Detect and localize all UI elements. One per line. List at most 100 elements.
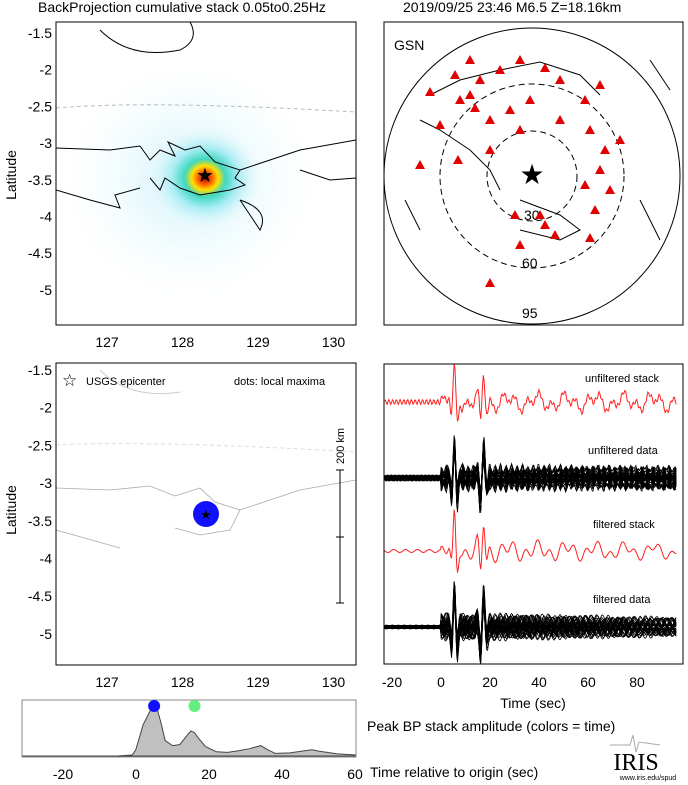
tick-label: -20 — [382, 674, 402, 690]
y-axis-label: Latitude — [3, 485, 19, 535]
amplitude-area — [22, 708, 357, 757]
peak-time-dot — [188, 700, 201, 712]
legend-usgs-epicenter: USGS epicenter — [86, 376, 166, 388]
station-triangle-icon — [495, 65, 505, 74]
title-left: BackProjection cumulative stack 0.05to0.… — [38, 0, 326, 15]
tick-label: 129 — [246, 674, 270, 690]
station-triangle-icon — [450, 70, 460, 79]
station-triangle-icon — [415, 160, 425, 169]
station-triangle-icon — [550, 230, 560, 239]
tick-label: 129 — [246, 334, 270, 350]
tick-label: 40 — [531, 674, 547, 690]
tick-label: 20 — [201, 766, 217, 782]
local-maxima-map: ★ ☆ USGS epicenter dots: local maxima 20… — [3, 362, 357, 690]
tick-label: -4 — [40, 209, 53, 225]
scale-bar-label: 200 km — [335, 428, 347, 464]
amplitude-title: Peak BP stack amplitude (colors = time) — [367, 718, 615, 734]
station-triangle-icon — [485, 115, 495, 124]
tick-label: -3 — [40, 475, 53, 491]
ring-label-60: 60 — [522, 255, 538, 271]
tick-label: -4.5 — [28, 588, 52, 604]
tick-label: 60 — [580, 674, 596, 690]
tick-label: 128 — [171, 674, 195, 690]
peak-time-dot — [148, 700, 161, 712]
station-triangle-icon — [605, 185, 615, 194]
waveform-trace — [384, 440, 677, 501]
tick-label: -1.5 — [28, 25, 52, 41]
network-label: GSN — [394, 37, 424, 53]
svg-text:IRIS: IRIS — [613, 750, 658, 776]
station-triangle-icon — [485, 145, 495, 154]
tick-label: -2 — [40, 400, 53, 416]
label-filtered-data: filtered data — [593, 594, 651, 606]
title-right: 2019/09/25 23:46 M6.5 Z=18.16km — [403, 0, 621, 15]
iris-logo: IRIS www.iris.edu/spud — [610, 734, 676, 782]
station-triangle-icon — [510, 210, 520, 219]
legend-star-icon: ☆ — [62, 371, 77, 390]
station-triangle-icon — [515, 240, 525, 249]
station-triangle-icon — [465, 90, 475, 99]
station-triangle-icon — [595, 80, 605, 89]
tick-label: 80 — [629, 674, 645, 690]
coastline — [56, 139, 356, 196]
station-triangle-icon — [615, 135, 625, 144]
tick-label: -2 — [40, 62, 53, 78]
station-triangle-icon — [515, 55, 525, 64]
label-unfiltered-stack: unfiltered stack — [585, 373, 659, 385]
station-triangle-icon — [455, 95, 465, 104]
tick-label: 60 — [347, 766, 363, 782]
y-axis-label: Latitude — [3, 150, 19, 200]
station-triangle-icon — [590, 205, 600, 214]
waveform-trace — [384, 595, 677, 652]
tick-label: -3 — [40, 135, 53, 151]
peak-amplitude-chart: -20 0 20 40 60 Peak BP stack amplitude (colo… — [21, 699, 615, 782]
tick-label: 20 — [482, 674, 498, 690]
waveform-panel: unfiltered stack unfiltered data filtere… — [382, 363, 684, 711]
epicenter-star-icon: ★ — [196, 165, 214, 187]
station-triangle-icon — [525, 95, 535, 104]
tick-label: 0 — [437, 674, 445, 690]
station-triangle-icon — [580, 180, 590, 189]
waveform-trace — [384, 595, 677, 654]
tick-label: -5 — [40, 282, 53, 298]
stack-heatmap — [145, 123, 265, 233]
station-triangle-icon — [600, 145, 610, 154]
waveform-trace — [384, 597, 677, 660]
station-triangle-icon — [475, 75, 485, 84]
amplitude-x-label: Time relative to origin (sec) — [370, 764, 538, 780]
waveform-trace — [384, 364, 677, 422]
station-triangle-icon — [535, 210, 545, 219]
ring-label-95: 95 — [522, 305, 538, 321]
station-triangle-icon — [555, 115, 565, 124]
waveform-x-label: Time (sec) — [500, 695, 566, 711]
tick-label: -3.5 — [28, 513, 52, 529]
station-triangle-icon — [585, 233, 595, 242]
tick-label: 127 — [95, 674, 119, 690]
tick-label: 130 — [322, 674, 346, 690]
tick-label: -4 — [40, 551, 53, 567]
waveform-trace — [384, 509, 677, 573]
station-triangle-icon — [435, 120, 445, 129]
backprojection-map: ★ Latitude -1.5 -2 -2.5 -3 -3.5 -4 -4.5 -5 127 12… — [3, 21, 357, 350]
tick-label: -20 — [53, 766, 73, 782]
station-triangle-icon — [555, 75, 565, 84]
waveform-trace — [384, 442, 677, 495]
tick-label: -1.5 — [28, 362, 52, 378]
station-triangle-icon — [585, 125, 595, 134]
station-map: GSN 30 60 95 ★ — [383, 21, 684, 326]
station-triangle-icon — [470, 103, 480, 112]
tick-label: 40 — [274, 766, 290, 782]
tick-label: 130 — [322, 334, 346, 350]
station-triangle-icon — [505, 105, 515, 114]
epicenter-star-icon: ★ — [519, 159, 544, 190]
tick-label: -2.5 — [28, 437, 52, 453]
station-triangle-icon — [465, 55, 475, 64]
station-triangle-icon — [540, 220, 550, 229]
tick-label: -5 — [40, 626, 53, 642]
label-filtered-stack: filtered stack — [593, 519, 655, 531]
legend-local-maxima: dots: local maxima — [234, 376, 326, 388]
station-triangle-icon — [425, 87, 435, 96]
station-triangle-icon — [595, 165, 605, 174]
